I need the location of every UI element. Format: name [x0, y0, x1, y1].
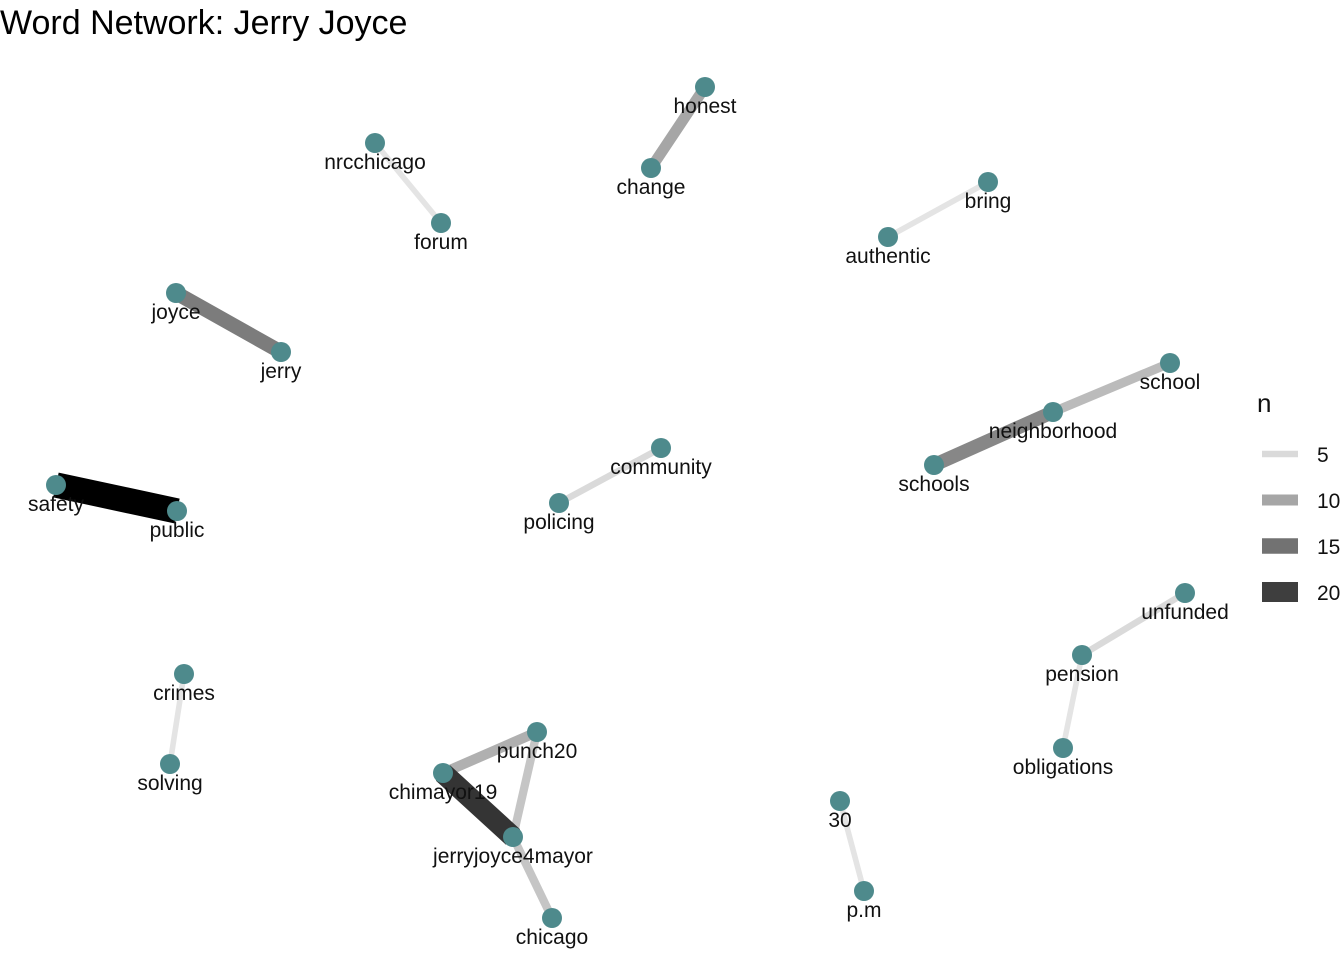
node-p.m [854, 881, 874, 901]
node-label-30: 30 [828, 809, 851, 832]
legend: n 5 10 15 20 [1257, 388, 1340, 605]
node-label-pension: pension [1045, 663, 1119, 686]
edge-30-p.m [837, 800, 867, 892]
node-obligations [1053, 738, 1073, 758]
node-label-schools: schools [898, 473, 969, 496]
node-punch20 [527, 722, 547, 742]
node-label-solving: solving [137, 772, 202, 795]
node-label-joyce: joyce [150, 301, 200, 324]
node-label-honest: honest [673, 95, 736, 118]
node-safety [46, 475, 66, 495]
node-label-community: community [610, 456, 712, 479]
node-forum [431, 213, 451, 233]
edge-chimayor19-punch20 [440, 727, 540, 778]
node-bring [978, 172, 998, 192]
edge-authentic-bring [886, 179, 990, 240]
node-authentic [878, 227, 898, 247]
page-title: Word Network: Jerry Joyce [0, 4, 408, 42]
node-pension [1072, 645, 1092, 665]
edge-crimes-solving [167, 673, 187, 765]
node-label-punch20: punch20 [497, 740, 578, 763]
edge-layer [53, 83, 1187, 920]
node-school [1160, 353, 1180, 373]
node-solving [160, 754, 180, 774]
legend-label-15: 15 [1317, 536, 1340, 559]
node-jerryjoyce4mayor [503, 827, 523, 847]
edge-schools-neighborhood [931, 405, 1056, 472]
legend-items: 5 10 15 20 [1262, 444, 1340, 605]
node-joyce [166, 283, 186, 303]
edge-jerryjoyce4mayor-chicago [509, 835, 556, 920]
node-unfunded [1175, 583, 1195, 603]
node-policing [549, 493, 569, 513]
node-chicago [542, 908, 562, 928]
node-label-chicago: chicago [516, 926, 588, 949]
edge-punch20-jerryjoyce4mayor [508, 731, 542, 838]
node-label-unfunded: unfunded [1141, 601, 1229, 624]
node-chimayor19 [433, 763, 453, 783]
node-public [167, 501, 187, 521]
node-neighborhood [1043, 402, 1063, 422]
node-nrcchicago [365, 133, 385, 153]
node-label-jerry: jerry [260, 360, 302, 383]
edge-change-honest [646, 83, 710, 172]
edge-nrcchicago-forum [372, 141, 444, 225]
node-label-school: school [1140, 371, 1201, 394]
node-label-p.m: p.m [846, 899, 881, 922]
legend-label-20: 20 [1317, 582, 1340, 605]
edge-unfunded-pension [1080, 590, 1187, 658]
node-label-authentic: authentic [845, 245, 930, 268]
node-label-forum: forum [414, 231, 468, 254]
node-label-chimayor19: chimayor19 [389, 781, 498, 804]
node-label-obligations: obligations [1013, 756, 1113, 779]
label-layer: honest change nrcchicago forum bring authenti… [28, 95, 1229, 949]
node-label-safety: safety [28, 493, 85, 516]
node-schools [924, 455, 944, 475]
edge-public-safety [53, 472, 180, 524]
node-label-crimes: crimes [153, 682, 215, 705]
node-30 [830, 791, 850, 811]
edge-pension-obligations [1060, 654, 1085, 749]
legend-title: n [1257, 388, 1271, 418]
node-community [651, 438, 671, 458]
node-label-jerryjoyce4mayor: jerryjoyce4mayor [432, 845, 593, 868]
edge-jerry-joyce [172, 286, 285, 359]
node-jerry [271, 342, 291, 362]
legend-label-5: 5 [1317, 444, 1329, 467]
node-label-public: public [150, 519, 205, 542]
edge-neighborhood-school [1051, 358, 1172, 417]
legend-label-10: 10 [1317, 490, 1340, 513]
node-crimes [174, 664, 194, 684]
edge-chimayor19-jerryjoyce4mayor [435, 765, 521, 845]
node-label-nrcchicago: nrcchicago [324, 151, 426, 174]
node-label-policing: policing [523, 511, 594, 534]
node-label-change: change [617, 176, 686, 199]
node-change [641, 158, 661, 178]
node-honest [695, 77, 715, 97]
edge-community-policing [557, 445, 663, 506]
node-label-neighborhood: neighborhood [989, 420, 1117, 443]
node-label-bring: bring [965, 190, 1012, 213]
node-layer [46, 77, 1195, 928]
